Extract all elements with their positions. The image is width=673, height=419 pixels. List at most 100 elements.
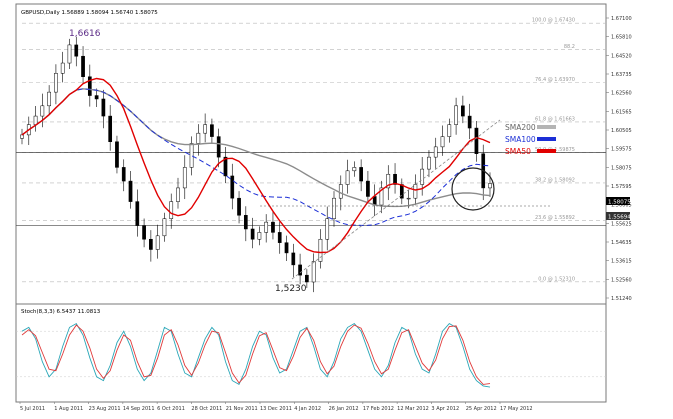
fib-label: 38.2 @ 1.58092 bbox=[535, 177, 575, 183]
candle-body bbox=[20, 134, 24, 139]
candle-body bbox=[237, 197, 241, 216]
candle-body bbox=[433, 146, 438, 158]
high-label: 1,6616 bbox=[69, 29, 101, 39]
candle-body bbox=[121, 167, 126, 182]
symbol-info: GBPUSD,Daily 1.56889 1.58094 1.56740 1.5… bbox=[21, 10, 158, 16]
date-tick-label: 23 Aug 2011 bbox=[89, 406, 121, 412]
date-tick-label: 25 Apr 2012 bbox=[466, 406, 497, 412]
price-tick-label: 1.52560 bbox=[611, 277, 632, 283]
trendline bbox=[291, 119, 501, 280]
candle-body bbox=[379, 187, 384, 206]
fib-label: 23.6 @ 1.55892 bbox=[535, 215, 575, 221]
price-tick-label: 1.54635 bbox=[611, 240, 632, 246]
candle-body bbox=[128, 180, 133, 202]
candle-body bbox=[386, 173, 391, 189]
date-tick-label: 4 Jan 2012 bbox=[294, 406, 321, 412]
legend-swatch-sma50 bbox=[537, 149, 556, 153]
sma100-line bbox=[21, 88, 491, 226]
candle-body bbox=[277, 232, 282, 243]
fib-label: 100.0 @ 1.67430 bbox=[532, 18, 575, 24]
stochastic-panel: Stoch(8,3,3) 6.5437 11.0813 bbox=[16, 309, 606, 388]
legend-swatch-sma200 bbox=[537, 125, 556, 129]
candle-body bbox=[488, 183, 492, 189]
candle-body bbox=[81, 55, 85, 77]
candle-body bbox=[298, 264, 302, 276]
candle-body bbox=[311, 261, 316, 283]
candle-body bbox=[305, 274, 309, 283]
candle-body bbox=[420, 168, 425, 185]
candle-body bbox=[467, 115, 472, 129]
candle-body bbox=[155, 235, 160, 250]
legend: SMA200 SMA100 SMA50 bbox=[505, 123, 556, 156]
candle-body bbox=[176, 187, 180, 202]
date-tick-label: 21 Nov 2011 bbox=[226, 406, 258, 412]
date-tick-label: 17 Feb 2012 bbox=[363, 406, 394, 412]
highlight-circle bbox=[451, 167, 495, 211]
chart-border bbox=[15, 3, 607, 403]
price-tick-label: 1.63735 bbox=[611, 72, 632, 78]
secondary-price-value: 1.55694 bbox=[608, 215, 631, 221]
price-tick-label: 1.58075 bbox=[611, 165, 632, 171]
candle-body bbox=[182, 167, 187, 189]
candle-body bbox=[372, 196, 377, 206]
stoch-main-line bbox=[21, 322, 491, 388]
candle-body bbox=[264, 221, 269, 233]
candle-body bbox=[162, 218, 167, 237]
candle-body bbox=[230, 175, 235, 199]
fib-label: 0.0 @ 1.52310 bbox=[538, 276, 575, 282]
candle-body bbox=[216, 136, 221, 158]
legend-label-sma100: SMA100 bbox=[505, 135, 536, 144]
price-tick-label: 1.62560 bbox=[611, 91, 632, 97]
candle-body bbox=[33, 115, 38, 125]
candle-body bbox=[332, 197, 336, 219]
date-tick-label: 6 Oct 2011 bbox=[157, 406, 185, 412]
date-tick-label: 26 Jan 2012 bbox=[329, 406, 359, 412]
candle-body bbox=[40, 105, 45, 117]
date-tick-label: 13 Dec 2011 bbox=[260, 406, 292, 412]
candle-body bbox=[47, 91, 51, 107]
price-axis: 1.67100 1.65810 1.64520 1.63735 1.62560 1.615… bbox=[606, 16, 632, 302]
candle-body bbox=[101, 98, 106, 117]
candle-body bbox=[257, 232, 262, 240]
sma200-line bbox=[21, 88, 491, 208]
date-tick-label: 28 Oct 2011 bbox=[191, 406, 222, 412]
current-price-tag: 1.58075 bbox=[606, 197, 631, 206]
date-tick-label: 14 Sep 2011 bbox=[123, 406, 155, 412]
candle-body bbox=[284, 242, 289, 254]
candle-body bbox=[352, 167, 357, 172]
stochastic-lines bbox=[16, 322, 606, 388]
candle-body bbox=[291, 252, 296, 266]
candle-body bbox=[345, 170, 350, 185]
candle-body bbox=[250, 228, 255, 240]
candle-body bbox=[406, 197, 411, 200]
candle-body bbox=[243, 215, 248, 230]
secondary-price-tag: 1.55694 bbox=[606, 212, 631, 221]
candle-body bbox=[67, 44, 72, 64]
price-tick-label: 1.55625 bbox=[611, 221, 632, 227]
candle-body bbox=[196, 132, 201, 144]
candle-body bbox=[135, 201, 140, 226]
candle-body bbox=[393, 173, 397, 185]
legend-label-sma50: SMA50 bbox=[505, 147, 531, 156]
moving-averages bbox=[21, 77, 491, 254]
price-tick-label: 1.61565 bbox=[611, 109, 632, 115]
candle-body bbox=[413, 184, 418, 199]
candle-body bbox=[461, 105, 465, 117]
date-tick-label: 1 Aug 2011 bbox=[54, 406, 83, 412]
price-tick-label: 1.64520 bbox=[611, 53, 632, 59]
candle-body bbox=[60, 62, 65, 74]
candle-body bbox=[115, 141, 119, 168]
candle-body bbox=[108, 115, 113, 142]
candle-body bbox=[149, 238, 153, 250]
price-tick-label: 1.57595 bbox=[611, 184, 632, 190]
candle-body bbox=[447, 124, 452, 137]
candle-body bbox=[169, 201, 174, 219]
candle-body bbox=[474, 127, 479, 154]
candle-body bbox=[338, 184, 343, 199]
candle-body bbox=[359, 167, 363, 182]
candle-body bbox=[203, 124, 207, 134]
price-tick-label: 1.51240 bbox=[611, 296, 632, 302]
candle-body bbox=[454, 105, 458, 125]
